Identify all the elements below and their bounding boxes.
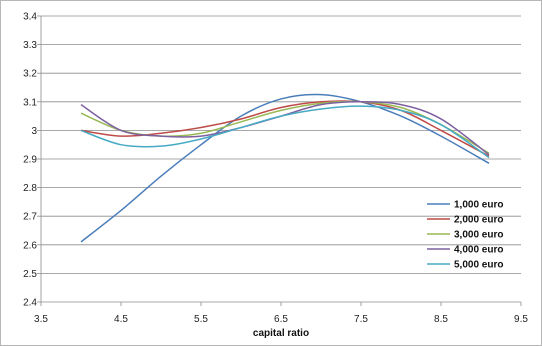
- x-tick-label: 7.5: [354, 314, 368, 325]
- legend-label: 4,000 euro: [454, 245, 503, 256]
- x-tick-label: 5.5: [194, 314, 208, 325]
- x-tick-label: 3.5: [34, 314, 48, 325]
- legend-label: 3,000 euro: [454, 230, 503, 241]
- y-tick-label: 3.2: [23, 69, 37, 80]
- series-line-2: [80, 100, 490, 157]
- y-tick-label: 3.3: [23, 40, 37, 51]
- y-tick-label: 2.9: [23, 155, 37, 166]
- y-tick-label: 3: [31, 126, 37, 137]
- series-line-5: [80, 105, 490, 159]
- gridlines: [41, 15, 521, 303]
- y-tick-label: 2.7: [23, 212, 37, 223]
- legend-label: 1,000 euro: [454, 200, 503, 211]
- legend: 1,000 euro 2,000 euro 3,000 euro 4,000 euro…: [427, 200, 503, 271]
- y-tick-label: 3.1: [23, 97, 37, 108]
- series-line-1: [80, 93, 490, 243]
- y-tick-label: 2.6: [23, 240, 37, 251]
- series-line-3: [80, 100, 490, 154]
- legend-label: 5,000 euro: [454, 260, 503, 271]
- y-tick-label: 2.5: [23, 269, 37, 280]
- x-tick-label: 8.5: [434, 314, 448, 325]
- series-lines: [80, 93, 490, 243]
- y-axis-ticks: 2.4 2.5 2.6 2.7 2.8 2.9 3 3.1 3.2 3.3 3.4: [23, 12, 41, 309]
- y-tick-label: 3.4: [23, 12, 37, 23]
- x-axis-title: capital ratio: [253, 328, 309, 339]
- legend-label: 2,000 euro: [454, 215, 503, 226]
- y-tick-label: 2.4: [23, 298, 37, 309]
- x-axis-ticks: 3.5 4.5 5.5 6.5 7.5 8.5 9.5: [34, 302, 528, 325]
- x-tick-label: 4.5: [114, 314, 128, 325]
- x-tick-label: 6.5: [274, 314, 288, 325]
- x-tick-label: 9.5: [514, 314, 528, 325]
- y-tick-label: 2.8: [23, 183, 37, 194]
